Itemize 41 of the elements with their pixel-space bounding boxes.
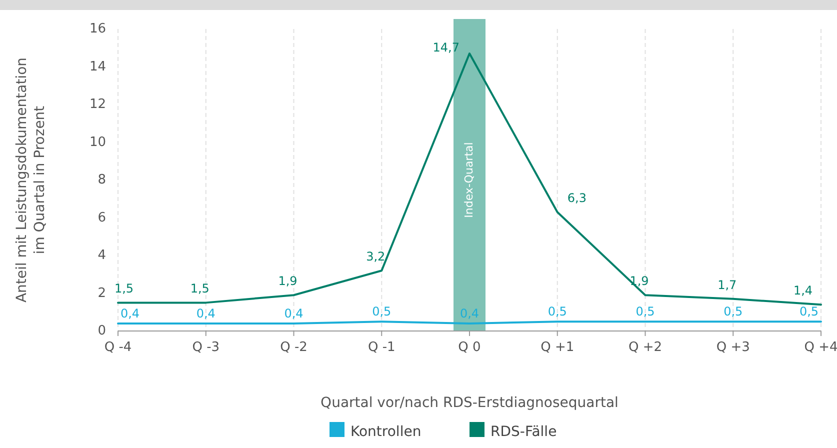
line-series bbox=[117, 52, 822, 306]
x-tick-label: Q +2 bbox=[628, 340, 662, 355]
y-tick-label: 16 bbox=[89, 22, 106, 37]
x-axis-title: Quartal vor/nach RDS-Erstdiagnosequartal bbox=[320, 395, 618, 411]
data-label: 1,7 bbox=[718, 278, 737, 292]
band-label: Index-Quartal bbox=[462, 142, 476, 218]
y-tick-label: 6 bbox=[98, 210, 106, 226]
data-label: 14,7 bbox=[432, 40, 460, 55]
x-tick-label: Q -4 bbox=[104, 340, 132, 355]
x-tick-label: Q +4 bbox=[804, 340, 837, 355]
data-label: 0,5 bbox=[372, 304, 392, 319]
x-tick-label: Q -3 bbox=[192, 340, 220, 355]
data-label: 1,4 bbox=[793, 284, 813, 298]
y-tick-label: 8 bbox=[98, 172, 106, 188]
x-tick-label: Q -2 bbox=[280, 340, 308, 355]
data-label: 1,5 bbox=[114, 282, 134, 296]
x-tick-label: Q 0 bbox=[458, 340, 481, 355]
y-tick-label: 0 bbox=[98, 324, 106, 339]
data-label: 6,3 bbox=[567, 191, 586, 206]
data-label: 0,4 bbox=[460, 306, 480, 320]
legend-label: RDS-Fälle bbox=[490, 424, 557, 440]
data-label: 0,4 bbox=[284, 306, 304, 320]
data-label: 0,5 bbox=[548, 304, 567, 319]
data-label: 0,4 bbox=[120, 306, 140, 320]
legend-label: Kontrollen bbox=[350, 424, 422, 440]
data-label: 1,9 bbox=[278, 274, 298, 288]
x-tick-label: Q +3 bbox=[716, 340, 750, 355]
y-tick-label: 2 bbox=[98, 286, 106, 301]
data-label: 3,2 bbox=[366, 250, 386, 264]
y-tick-label: 10 bbox=[89, 134, 106, 150]
data-label: 0,5 bbox=[636, 304, 655, 319]
data-label: 1,5 bbox=[190, 282, 210, 296]
data-label: 0,5 bbox=[799, 304, 819, 319]
y-tick-label: 4 bbox=[98, 248, 106, 264]
y-tick-label: 14 bbox=[89, 59, 106, 74]
y-tick-label: 12 bbox=[89, 97, 106, 112]
y-axis-title: Anteil mit Leistungsdokumentation im Quartal in Prozent bbox=[14, 57, 48, 303]
data-label: 0,5 bbox=[724, 304, 743, 319]
data-label: 0,4 bbox=[196, 306, 216, 320]
x-tick-label: Q -1 bbox=[368, 340, 396, 355]
x-tick-label: Q +1 bbox=[540, 340, 574, 355]
